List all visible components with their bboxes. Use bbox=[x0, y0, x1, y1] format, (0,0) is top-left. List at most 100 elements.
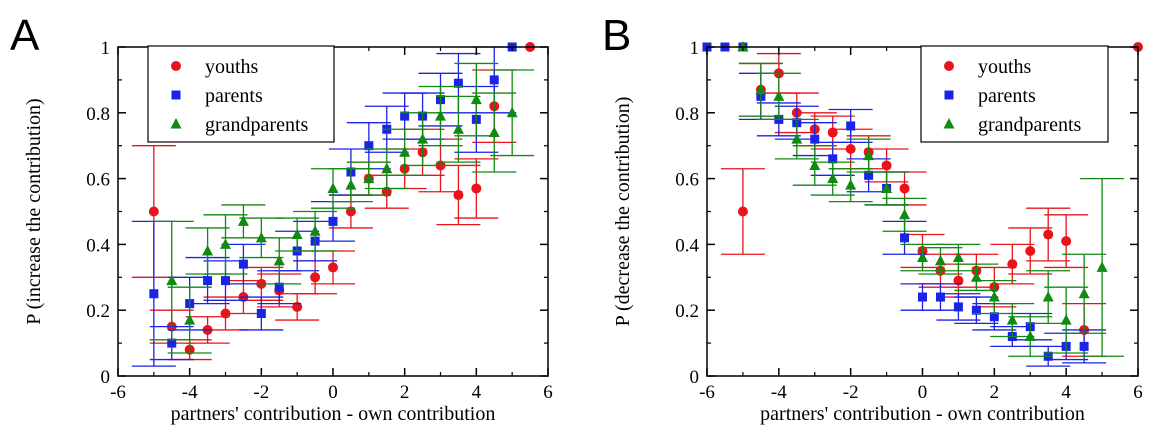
legend-marker bbox=[170, 118, 182, 129]
x-axis-label: partners' contribution - own contributio… bbox=[171, 403, 496, 425]
data-point bbox=[488, 126, 500, 138]
data-point bbox=[845, 179, 857, 190]
panel-letter: A bbox=[10, 11, 40, 60]
x-tick-label: 4 bbox=[1061, 382, 1071, 403]
data-point bbox=[827, 172, 839, 184]
data-point bbox=[489, 75, 499, 85]
data-point bbox=[381, 186, 392, 197]
data-point bbox=[453, 190, 464, 201]
y-tick-label: 1 bbox=[101, 38, 111, 59]
data-point bbox=[166, 274, 178, 286]
legend-marker bbox=[171, 61, 181, 71]
data-point bbox=[988, 291, 1000, 302]
data-point bbox=[989, 312, 999, 322]
legend-label: youths bbox=[978, 56, 1032, 78]
data-point bbox=[846, 121, 856, 131]
data-point bbox=[292, 301, 303, 312]
data-point bbox=[255, 231, 267, 243]
data-point bbox=[363, 172, 375, 184]
data-point bbox=[864, 170, 874, 180]
data-point bbox=[1006, 314, 1018, 325]
panel-a: A -6 -4 -2 0 2 4 6 0 0.2 0.4 0.6 0.8 1 partners' contr… bbox=[10, 11, 553, 425]
data-point bbox=[381, 162, 393, 174]
data-point bbox=[918, 292, 927, 302]
legend-label: parents bbox=[978, 85, 1036, 107]
x-tick-label: -4 bbox=[771, 382, 787, 403]
data-point bbox=[399, 146, 411, 157]
data-point bbox=[328, 216, 338, 226]
data-point bbox=[149, 289, 159, 299]
data-point bbox=[148, 206, 159, 217]
data-point bbox=[364, 141, 374, 151]
data-point bbox=[1024, 330, 1036, 342]
x-tick-label: -4 bbox=[182, 382, 198, 403]
y-tick-label: 1 bbox=[690, 38, 700, 59]
y-tick-label: 0.6 bbox=[86, 170, 110, 191]
data-point bbox=[327, 182, 339, 193]
legend: youths parents grandparents bbox=[920, 45, 1109, 143]
legend-marker bbox=[171, 90, 181, 100]
series-grandparents bbox=[737, 41, 1125, 357]
data-point bbox=[221, 276, 230, 286]
y-axis: 0 0.2 0.4 0.6 0.8 1 bbox=[86, 38, 548, 388]
data-point bbox=[1060, 314, 1072, 325]
data-point bbox=[471, 183, 482, 194]
data-point bbox=[899, 183, 910, 194]
data-point bbox=[810, 134, 820, 144]
x-tick-label: 2 bbox=[990, 382, 1000, 403]
data-point bbox=[899, 208, 911, 220]
data-point bbox=[328, 262, 338, 273]
data-point bbox=[184, 314, 196, 325]
x-tick-label: -2 bbox=[253, 382, 269, 403]
x-tick-label: -2 bbox=[843, 382, 859, 403]
legend-marker bbox=[944, 90, 954, 100]
legend-label: parents bbox=[205, 85, 263, 107]
data-point bbox=[863, 149, 875, 161]
x-tick-label: 6 bbox=[1133, 382, 1143, 403]
data-point bbox=[755, 83, 767, 95]
y-axis: 0 0.2 0.4 0.6 0.8 1 bbox=[675, 38, 1138, 388]
y-tick-label: 0 bbox=[101, 367, 111, 388]
data-point bbox=[773, 90, 785, 101]
data-point bbox=[400, 111, 410, 121]
y-tick-label: 0.2 bbox=[86, 301, 110, 322]
data-point bbox=[1078, 287, 1090, 299]
data-point bbox=[935, 292, 945, 302]
data-point bbox=[291, 228, 303, 240]
data-point bbox=[417, 133, 429, 144]
data-point bbox=[828, 154, 838, 164]
y-tick-label: 0.2 bbox=[675, 301, 699, 322]
data-point bbox=[881, 182, 893, 193]
series-grandparents bbox=[149, 62, 535, 354]
y-tick-label: 0.8 bbox=[675, 104, 699, 125]
y-tick-label: 0.6 bbox=[675, 170, 699, 191]
data-point bbox=[971, 305, 981, 315]
legend-label: youths bbox=[205, 56, 259, 78]
data-point bbox=[453, 78, 463, 88]
data-point bbox=[737, 206, 748, 217]
data-point bbox=[256, 308, 266, 318]
legend-marker bbox=[943, 118, 955, 129]
data-point bbox=[309, 225, 321, 236]
y-axis-label: P (decrease the contribution) bbox=[612, 97, 634, 327]
x-tick-label: 4 bbox=[472, 382, 482, 403]
legend-label: grandparents bbox=[205, 114, 309, 136]
data-point bbox=[470, 93, 482, 105]
data-point bbox=[220, 238, 231, 249]
data-point bbox=[203, 276, 213, 286]
data-point bbox=[917, 251, 928, 263]
data-point bbox=[934, 254, 946, 266]
y-axis-label: P (increase the contribution) bbox=[23, 98, 45, 324]
data-point bbox=[274, 282, 284, 292]
data-point bbox=[1042, 291, 1054, 302]
data-point bbox=[167, 338, 177, 348]
data-point bbox=[310, 272, 321, 283]
x-tick-label: 6 bbox=[543, 382, 553, 403]
x-tick-label: 2 bbox=[400, 382, 410, 403]
panel-letter: B bbox=[602, 11, 631, 60]
data-point bbox=[238, 259, 248, 269]
x-tick-label: -6 bbox=[110, 382, 126, 403]
data-point bbox=[1096, 261, 1108, 272]
x-axis: -6 -4 -2 0 2 4 6 bbox=[699, 47, 1143, 403]
x-tick-label: 0 bbox=[918, 382, 928, 403]
